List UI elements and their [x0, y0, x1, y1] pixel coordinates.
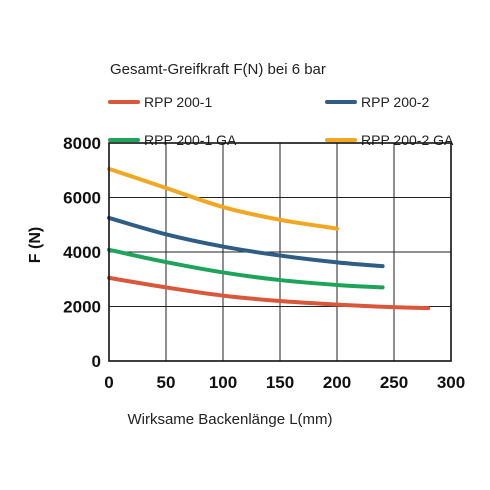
- x-tick-label: 150: [266, 373, 294, 392]
- legend-label: RPP 200-1: [144, 94, 212, 110]
- series-line-2: [107, 215, 385, 269]
- x-tick-label: 200: [323, 373, 351, 392]
- y-axis-ticks: 0 2000 4000 6000 8000: [63, 134, 101, 371]
- plot-frame: [108, 142, 452, 362]
- x-tick-label: 250: [380, 373, 408, 392]
- legend-label: RPP 200-2: [361, 94, 429, 110]
- series-line-1: [107, 275, 431, 311]
- legend-label: RPP 200-2 GA: [361, 132, 454, 148]
- y-tick-label: 6000: [63, 189, 101, 208]
- series-line-4: [107, 166, 339, 231]
- chart-title: Gesamt-Greifkraft F(N) bei 6 bar: [110, 61, 326, 78]
- plot-area: [107, 142, 452, 362]
- x-axis-label: Wirksame Backenlänge L(mm): [127, 411, 332, 428]
- series-line-3: [107, 247, 385, 290]
- x-axis-ticks: 0 50 100 150 200 250 300: [104, 373, 465, 392]
- x-tick-label: 300: [437, 373, 465, 392]
- legend-label: RPP 200-1 GA: [144, 132, 237, 148]
- y-tick-label: 4000: [63, 243, 101, 262]
- x-tick-label: 0: [104, 373, 113, 392]
- x-tick-label: 100: [209, 373, 237, 392]
- y-tick-label: 8000: [63, 134, 101, 153]
- y-tick-label: 2000: [63, 298, 101, 317]
- gridlines: [108, 142, 452, 362]
- series-lines: [107, 166, 431, 311]
- x-tick-label: 50: [157, 373, 176, 392]
- y-tick-label: 0: [92, 352, 101, 371]
- legend: RPP 200-1 RPP 200-2 RPP 200-1 GA RPP 200-2 …: [108, 94, 454, 148]
- y-axis-label: F (N): [27, 227, 44, 263]
